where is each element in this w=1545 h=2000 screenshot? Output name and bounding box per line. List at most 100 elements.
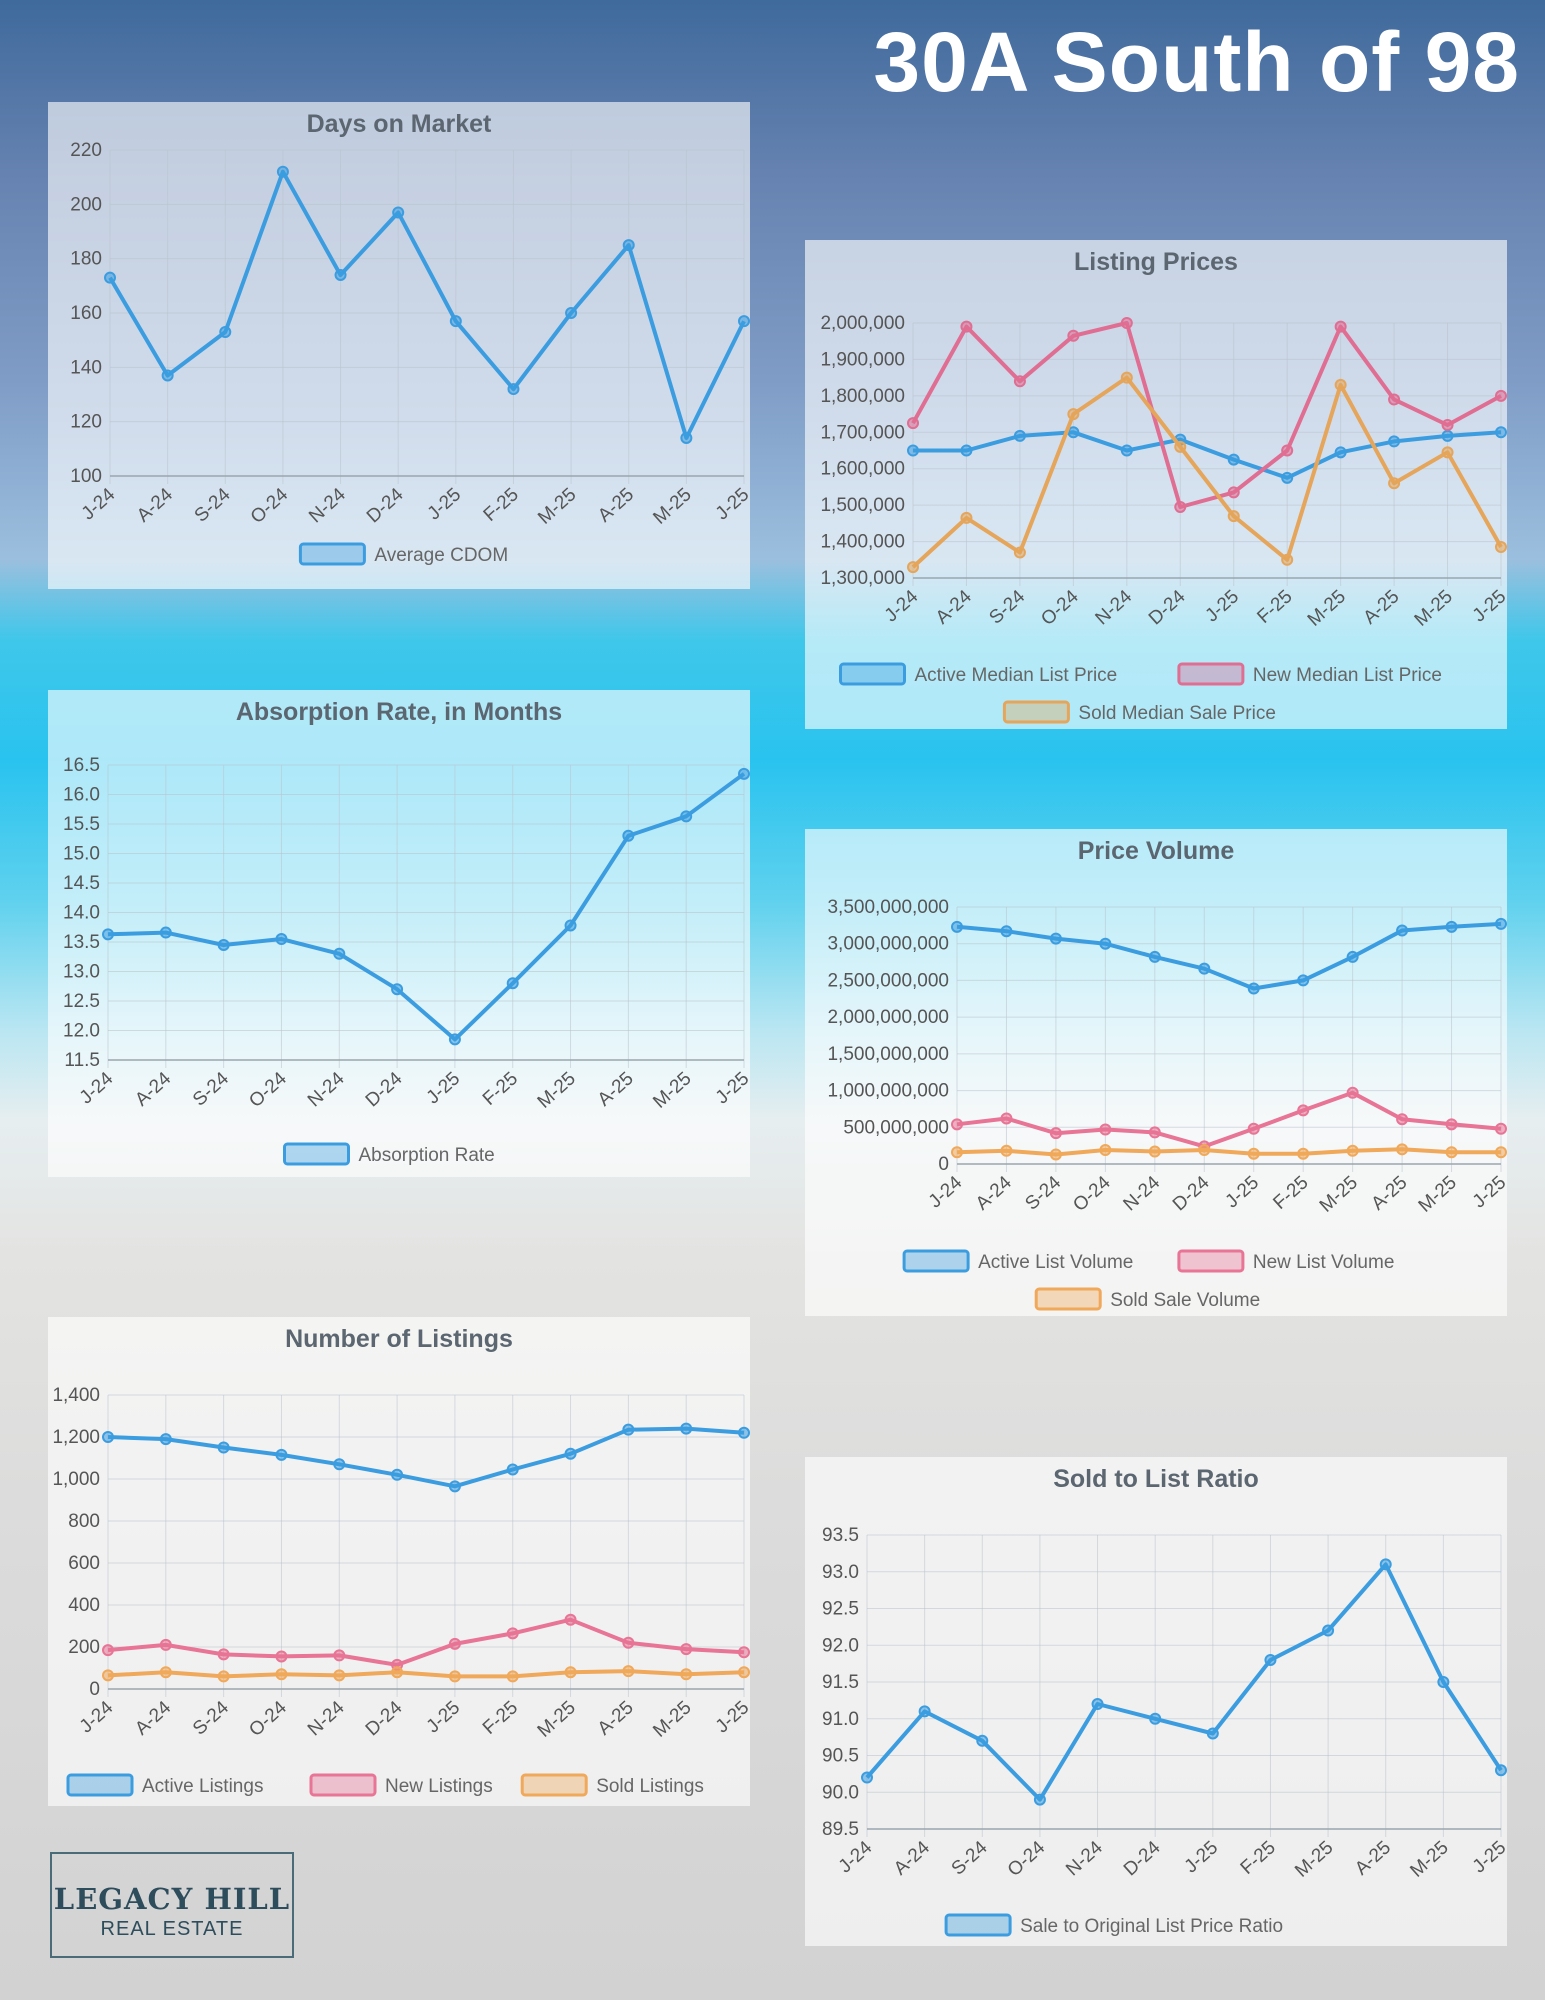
legend-label[interactable]: Active List Volume — [978, 1252, 1133, 1273]
legend-label[interactable]: Active Listings — [142, 1776, 263, 1797]
series-line-sale-to-original-list-price-ratio — [865, 1562, 1503, 1802]
legend-label[interactable]: Sold Median Sale Price — [1078, 703, 1276, 724]
data-point — [275, 1448, 288, 1461]
y-tick-label: 200 — [70, 194, 102, 215]
data-point — [960, 511, 973, 524]
data-point — [1441, 446, 1454, 459]
y-tick-label: 120 — [70, 412, 102, 433]
legend-label[interactable]: New Median List Price — [1253, 665, 1442, 686]
data-point — [1379, 1558, 1392, 1571]
data-point — [951, 1118, 963, 1131]
data-point — [622, 1665, 635, 1678]
data-point — [1396, 1143, 1409, 1156]
data-point — [1441, 429, 1454, 442]
y-tick-label: 13.5 — [63, 932, 100, 953]
chart-price-volume: Price Volume 0 500,000,000 1,000,000,000 1,5… — [805, 829, 1507, 1316]
data-point — [1441, 419, 1454, 431]
y-tick-label: 2,000,000 — [820, 313, 905, 334]
data-point — [680, 1643, 693, 1656]
data-point — [275, 1668, 288, 1681]
x-tick-label: D-24 — [1145, 586, 1190, 629]
data-point — [1388, 393, 1401, 406]
legend-swatch[interactable] — [298, 542, 366, 566]
data-point — [391, 1666, 404, 1679]
data-point — [1445, 1146, 1458, 1159]
x-tick-label: J-25 — [712, 1697, 750, 1737]
legend-swatch[interactable] — [309, 1773, 377, 1797]
y-tick-label: 1,600,000 — [820, 459, 905, 480]
y-tick-label: 200 — [68, 1637, 100, 1658]
legend-label[interactable]: Average CDOM — [374, 545, 508, 566]
data-point — [1099, 937, 1112, 950]
data-point — [1322, 1624, 1335, 1637]
data-point — [333, 1649, 346, 1662]
chart-absorption-rate: Absorption Rate, in Months 11.5 12.0 12.5 13… — [48, 690, 750, 1177]
legend-swatch[interactable] — [283, 1142, 350, 1166]
legend-swatch[interactable] — [839, 662, 906, 686]
legend-label[interactable]: Sale to Original List Price Ratio — [1020, 1916, 1283, 1937]
x-tick-label: A-25 — [1360, 586, 1404, 628]
x-tick-label: J-25 — [1181, 1837, 1223, 1877]
data-point — [1281, 471, 1294, 484]
data-point — [951, 1146, 963, 1159]
x-tick-label: M-25 — [649, 1697, 695, 1742]
y-tick-label: 93.5 — [822, 1525, 859, 1546]
legend-swatch[interactable] — [520, 1773, 588, 1797]
y-tick-label: 11.5 — [64, 1050, 100, 1071]
data-point — [1198, 962, 1211, 975]
x-tick-label: F-25 — [1269, 1172, 1312, 1214]
x-tick-label: N-24 — [1092, 586, 1137, 629]
data-point — [564, 1666, 577, 1679]
legend-label[interactable]: Sold Sale Volume — [1110, 1290, 1260, 1311]
x-tick-label: N-24 — [1062, 1837, 1107, 1880]
x-tick-label: S-24 — [191, 484, 235, 527]
y-tick-label: 1,000,000,000 — [827, 1081, 949, 1102]
legend-label[interactable]: Absorption Rate — [359, 1145, 495, 1166]
legend-swatch[interactable] — [902, 1249, 970, 1273]
legend-swatch[interactable] — [1177, 662, 1245, 686]
y-tick-label: 400 — [68, 1595, 100, 1616]
y-tick-label: 12.5 — [63, 991, 100, 1012]
data-point — [1495, 1764, 1507, 1777]
data-point — [1445, 1118, 1458, 1131]
data-point — [738, 315, 750, 328]
y-tick-label: 90.0 — [822, 1782, 859, 1803]
y-tick-label: 1,400 — [52, 1385, 100, 1406]
legend-swatch[interactable] — [1002, 700, 1070, 724]
data-point — [219, 326, 232, 339]
data-point — [1495, 1146, 1507, 1159]
data-point — [102, 1669, 114, 1682]
legend-label[interactable]: New Listings — [385, 1776, 493, 1797]
data-point — [1000, 1112, 1013, 1125]
data-point — [564, 1613, 577, 1626]
data-point — [448, 1480, 461, 1493]
legend-swatch[interactable] — [1177, 1249, 1245, 1273]
chart-title: Number of Listings — [285, 1325, 513, 1353]
data-point — [1120, 444, 1133, 457]
x-tick-label: A-24 — [131, 1068, 175, 1111]
y-tick-label: 0 — [938, 1154, 949, 1175]
data-point — [104, 271, 116, 284]
y-tick-label: 93.0 — [822, 1562, 859, 1583]
legend-label[interactable]: Sold Listings — [596, 1776, 704, 1797]
data-point — [1013, 546, 1026, 559]
x-tick-label: S-24 — [189, 1068, 233, 1111]
data-point — [217, 1648, 230, 1661]
data-point — [102, 928, 114, 941]
x-tick-label: M-25 — [1415, 1172, 1461, 1217]
x-tick-label: J-24 — [76, 1068, 118, 1109]
x-tick-label: J-24 — [925, 1172, 967, 1213]
legend-swatch[interactable] — [944, 1913, 1012, 1937]
x-tick-label: A-25 — [594, 1068, 638, 1110]
data-point — [1091, 1698, 1104, 1711]
data-point — [506, 1627, 519, 1640]
data-point — [217, 938, 230, 951]
data-point — [564, 919, 577, 932]
y-tick-label: 92.0 — [822, 1635, 859, 1656]
legend-swatch[interactable] — [1034, 1287, 1102, 1311]
x-tick-label: O-24 — [247, 484, 293, 528]
series-line-active-median-list-price — [913, 430, 1502, 480]
legend-label[interactable]: New List Volume — [1253, 1252, 1395, 1273]
legend-label[interactable]: Active Median List Price — [915, 665, 1118, 686]
legend-swatch[interactable] — [66, 1773, 134, 1797]
